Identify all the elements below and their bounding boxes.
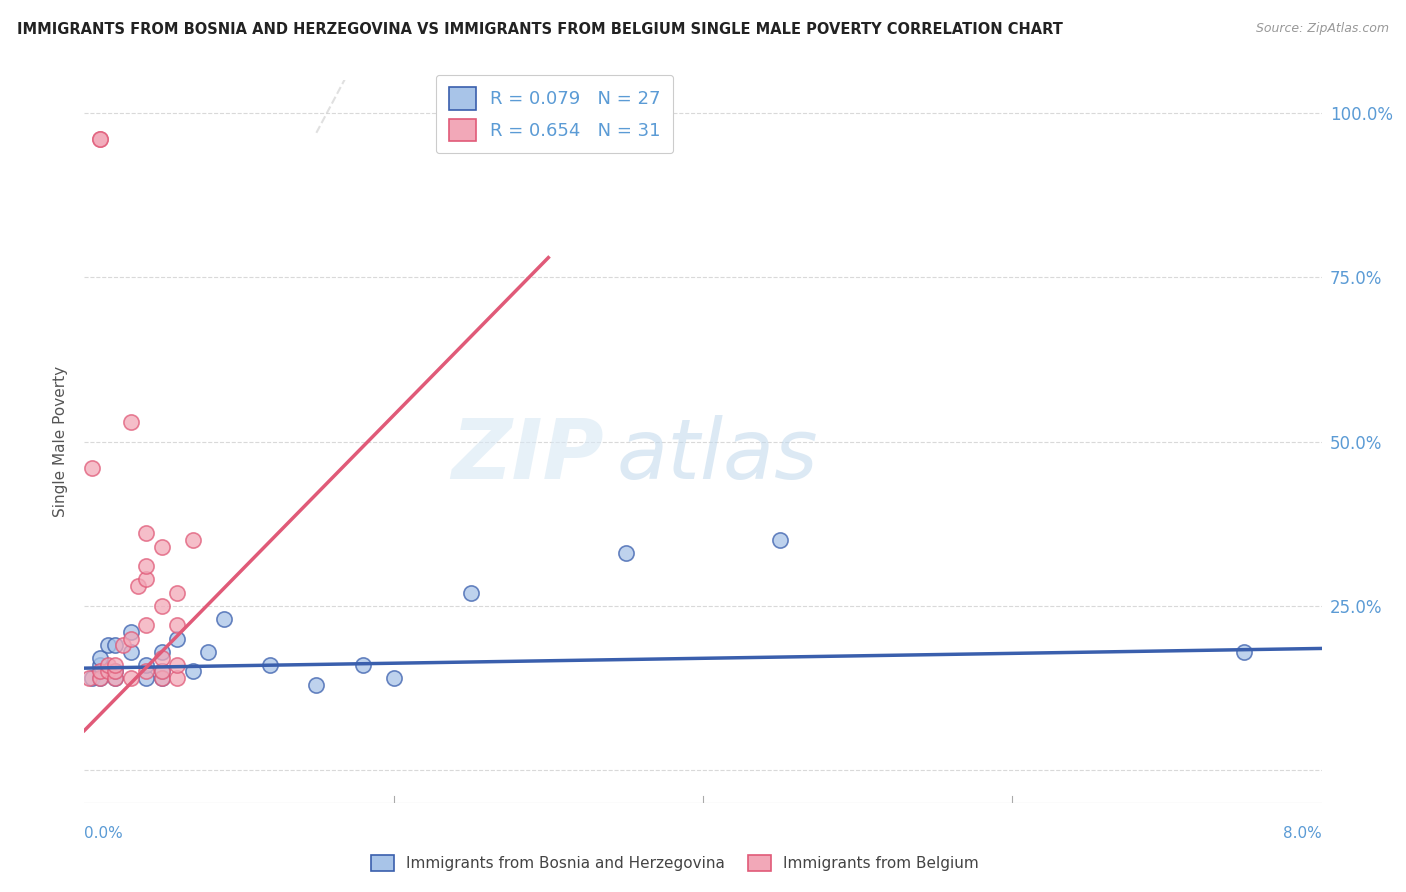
Point: [135, 618, 157, 632]
Point: [181, 533, 204, 547]
Point: [212, 612, 235, 626]
Point: [150, 665, 173, 679]
Point: [382, 671, 405, 685]
Point: [104, 671, 127, 685]
Text: ZIP: ZIP: [451, 416, 605, 497]
Point: [135, 665, 157, 679]
Point: [89, 671, 111, 685]
Point: [166, 585, 188, 599]
Text: IMMIGRANTS FROM BOSNIA AND HERZEGOVINA VS IMMIGRANTS FROM BELGIUM SINGLE MALE PO: IMMIGRANTS FROM BOSNIA AND HERZEGOVINA V…: [17, 22, 1063, 37]
Point: [769, 533, 792, 547]
Point: [166, 632, 188, 646]
Point: [150, 671, 173, 685]
Point: [112, 638, 135, 652]
Point: [197, 645, 219, 659]
Point: [135, 559, 157, 574]
Text: 8.0%: 8.0%: [1282, 826, 1322, 841]
Point: [82, 460, 104, 475]
Y-axis label: Single Male Poverty: Single Male Poverty: [53, 366, 69, 517]
Point: [135, 526, 157, 541]
Point: [89, 132, 111, 146]
Point: [166, 618, 188, 632]
Point: [166, 671, 188, 685]
Point: [1233, 645, 1256, 659]
Text: Source: ZipAtlas.com: Source: ZipAtlas.com: [1256, 22, 1389, 36]
Point: [460, 585, 482, 599]
Point: [259, 657, 281, 672]
Point: [150, 645, 173, 659]
Point: [96, 638, 118, 652]
Point: [120, 671, 142, 685]
Point: [104, 665, 127, 679]
Point: [96, 665, 118, 679]
Legend: R = 0.079   N = 27, R = 0.654   N = 31: R = 0.079 N = 27, R = 0.654 N = 31: [436, 75, 673, 153]
Point: [89, 651, 111, 665]
Point: [77, 671, 100, 685]
Text: 0.0%: 0.0%: [84, 826, 124, 841]
Point: [104, 665, 127, 679]
Point: [150, 540, 173, 554]
Point: [89, 132, 111, 146]
Legend: Immigrants from Bosnia and Herzegovina, Immigrants from Belgium: Immigrants from Bosnia and Herzegovina, …: [366, 849, 984, 877]
Point: [89, 657, 111, 672]
Point: [135, 671, 157, 685]
Point: [104, 671, 127, 685]
Point: [104, 638, 127, 652]
Point: [135, 657, 157, 672]
Point: [614, 546, 637, 560]
Point: [150, 665, 173, 679]
Point: [120, 632, 142, 646]
Point: [150, 599, 173, 613]
Point: [166, 657, 188, 672]
Point: [127, 579, 149, 593]
Point: [120, 645, 142, 659]
Text: atlas: atlas: [616, 416, 818, 497]
Point: [120, 415, 142, 429]
Point: [150, 671, 173, 685]
Point: [104, 657, 127, 672]
Point: [150, 651, 173, 665]
Point: [135, 573, 157, 587]
Point: [352, 657, 374, 672]
Point: [305, 677, 328, 691]
Point: [89, 671, 111, 685]
Point: [82, 671, 104, 685]
Point: [96, 657, 118, 672]
Point: [120, 625, 142, 640]
Point: [89, 665, 111, 679]
Point: [181, 665, 204, 679]
